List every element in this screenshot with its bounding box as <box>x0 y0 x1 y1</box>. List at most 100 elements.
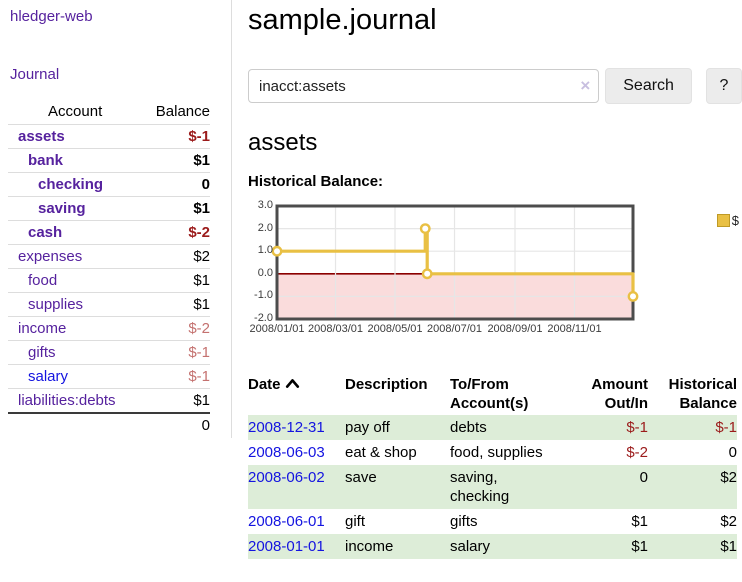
account-balance: 0 <box>142 172 210 197</box>
account-link[interactable]: food <box>28 272 58 289</box>
account-balance: $1 <box>142 196 210 221</box>
search-button[interactable]: Search <box>605 68 692 104</box>
transaction-accounts: saving, checking <box>450 469 510 505</box>
accounts-body: assets $-1 bank $1 checking 0 saving $1 cash $-2 e… <box>8 124 210 414</box>
sidebar-item-journal[interactable]: Journal <box>10 66 60 83</box>
transaction-date-link[interactable]: 2008-06-03 <box>248 444 325 461</box>
transaction-balance: 0 <box>728 444 737 461</box>
y-axis-tick-label: 3.0 <box>257 199 273 211</box>
sidebar-account-row: bank $1 <box>8 148 210 173</box>
account-balance: $-2 <box>142 316 210 341</box>
account-balance: $1 <box>142 148 210 173</box>
accounts-col-balance: Balance <box>142 100 210 125</box>
register-col-date[interactable]: Date <box>248 373 345 415</box>
account-balance: $2 <box>142 244 210 269</box>
account-link[interactable]: expenses <box>18 248 83 265</box>
transaction-amount: $1 <box>631 513 648 530</box>
register-header-row: Date Description To/From Account(s) Amou… <box>248 373 737 415</box>
account-balance: $-2 <box>142 220 210 245</box>
transaction-accounts: gifts <box>450 513 478 530</box>
transaction-date-link[interactable]: 2008-06-02 <box>248 469 325 486</box>
x-axis-tick-label: 2008/07/01 <box>426 323 483 335</box>
sidebar-account-row: checking 0 <box>8 172 210 197</box>
x-axis-tick-label: 2008/01/01 <box>249 323 305 335</box>
account-link[interactable]: cash <box>28 224 63 241</box>
transaction-description: gift <box>345 513 366 530</box>
account-link[interactable]: liabilities:debts <box>18 392 116 409</box>
transaction-amount: $1 <box>631 538 648 555</box>
sidebar-account-row: food $1 <box>8 268 210 293</box>
account-link[interactable]: income <box>18 320 67 337</box>
sidebar-account-row: saving $1 <box>8 196 210 221</box>
account-link[interactable]: saving <box>38 200 86 217</box>
chart-caption: Historical Balance: <box>248 173 384 190</box>
accounts-header-row: Account Balance <box>8 100 210 125</box>
account-link[interactable]: supplies <box>28 296 84 313</box>
account-balance: $1 <box>142 268 210 293</box>
main-content: sample.journal × Search ? assets Histori… <box>248 0 742 559</box>
page-title: sample.journal <box>248 4 437 36</box>
transaction-date-link[interactable]: 2008-12-31 <box>248 419 325 436</box>
account-title: assets <box>248 129 318 156</box>
transaction-balance: $1 <box>720 538 737 555</box>
sidebar-account-row: expenses $2 <box>8 244 210 269</box>
sidebar-account-row: assets $-1 <box>8 124 210 149</box>
transaction-description: pay off <box>345 419 390 436</box>
transaction-accounts: food, supplies <box>450 444 543 461</box>
accounts-table: Account Balance assets $-1 bank $1 checking 0… <box>8 100 210 437</box>
chart-legend: $ <box>716 213 739 228</box>
register-row: 2008-06-02 save saving, checking 0 $2 <box>248 465 737 509</box>
sidebar-account-row: supplies $1 <box>8 292 210 317</box>
clear-search-icon[interactable]: × <box>580 76 591 95</box>
y-axis-tick-label: 0.0 <box>257 266 273 279</box>
register-body: 2008-12-31 pay off debts $-1 $-1 2008-06-03 ea… <box>248 415 737 559</box>
register-row: 2008-06-01 gift gifts $1 $2 <box>248 509 737 534</box>
sidebar-account-row: cash $-2 <box>8 220 210 245</box>
y-axis-tick-label: 1.0 <box>257 244 273 257</box>
transaction-date-link[interactable]: 2008-01-01 <box>248 538 325 555</box>
sidebar-account-row: income $-2 <box>8 316 210 341</box>
transaction-balance: $2 <box>720 513 737 530</box>
account-balance: $-1 <box>142 364 210 389</box>
y-axis-tick-label: 2.0 <box>257 221 273 234</box>
register-row: 2008-01-01 income salary $1 $1 <box>248 534 737 559</box>
transaction-description: save <box>345 469 377 486</box>
x-axis-tick-label: 2008/03/01 <box>307 323 364 335</box>
account-link[interactable]: checking <box>38 176 104 193</box>
account-balance: $1 <box>142 292 210 317</box>
register-col-description: Description <box>345 376 428 393</box>
register-row: 2008-06-03 eat & shop food, supplies $-2 0 <box>248 440 737 465</box>
account-balance: $1 <box>142 388 210 414</box>
sidebar: hledger-web Journal Account Balance asse… <box>0 0 232 438</box>
account-balance: $-1 <box>142 124 210 149</box>
sidebar-account-row: gifts $-1 <box>8 340 210 365</box>
transaction-balance: $-1 <box>715 419 737 436</box>
transaction-date-link[interactable]: 2008-06-01 <box>248 513 325 530</box>
transaction-accounts: salary <box>450 538 491 555</box>
account-link[interactable]: gifts <box>28 344 56 361</box>
accounts-total-row: 0 <box>8 412 210 437</box>
account-balance: $-1 <box>142 340 210 365</box>
x-axis-tick-label: 2008/11/01 <box>547 323 602 335</box>
accounts-total-value: 0 <box>142 412 210 437</box>
register-col-amount: Amount Out/In <box>591 376 648 412</box>
legend-swatch-icon <box>716 214 730 227</box>
transaction-amount: $-2 <box>626 444 648 461</box>
help-button[interactable]: ? <box>705 68 742 104</box>
chart-plot-area <box>271 204 639 321</box>
x-axis-tick-label: 2008/05/01 <box>367 323 423 335</box>
x-axis-tick-label: 2008/09/01 <box>487 323 543 335</box>
search-input[interactable] <box>248 69 600 103</box>
search-form: × Search ? <box>248 68 742 104</box>
register-col-accounts: To/From Account(s) <box>450 376 529 412</box>
register-row: 2008-12-31 pay off debts $-1 $-1 <box>248 415 737 440</box>
register-table: Date Description To/From Account(s) Amou… <box>248 373 737 559</box>
transaction-description: income <box>345 538 394 555</box>
app-brand-link[interactable]: hledger-web <box>10 8 93 25</box>
account-link[interactable]: salary <box>28 368 69 385</box>
account-link[interactable]: assets <box>18 128 65 145</box>
accounts-col-account: Account <box>8 100 143 125</box>
y-axis-tick-label: -1.0 <box>254 289 273 302</box>
legend-label: $ <box>731 213 739 228</box>
account-link[interactable]: bank <box>28 152 64 169</box>
